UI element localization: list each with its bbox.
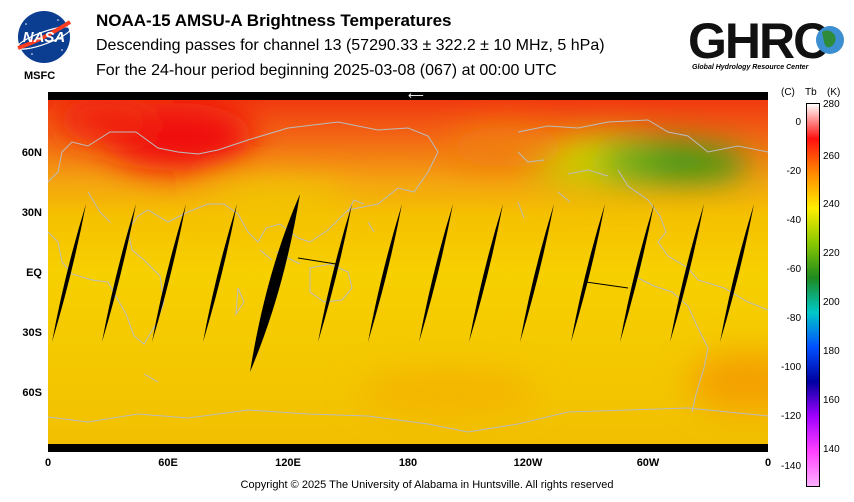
ghrc-subtitle: Global Hydrology Resource Center	[692, 64, 809, 71]
colorbar-kelvin-tick: 240	[823, 199, 840, 210]
copyright-footer: Copyright © 2025 The University of Alaba…	[240, 479, 614, 491]
temperature-anomalies	[58, 98, 768, 414]
colorbar-celsius-tick: -60	[786, 264, 801, 275]
lon-label-180: 180	[398, 457, 418, 469]
lat-label-60s: 60S	[22, 387, 42, 399]
colorbar-kelvin-tick: 180	[823, 346, 840, 357]
lon-label-0-right: 0	[764, 457, 772, 469]
colorbar-celsius-tick: -120	[780, 411, 801, 422]
colorbar-celsius-tick: 0	[795, 117, 801, 128]
page-title: NOAA-15 AMSU-A Brightness Temperatures	[96, 11, 452, 30]
subtitle-channel: Descending passes for channel 13 (57290.…	[96, 37, 605, 54]
colorbar-tb-label: Tb	[805, 87, 817, 98]
colorbar-kelvin-unit: (K)	[827, 87, 841, 98]
lon-label-120e: 120E	[275, 457, 301, 469]
data-gaps	[48, 92, 768, 452]
colorbar-celsius-tick: -20	[786, 166, 801, 177]
colorbar-kelvin-tick: 280	[823, 99, 840, 110]
colorbar-celsius-tick: -100	[780, 362, 801, 373]
lon-label-60w: 60W	[636, 457, 660, 469]
lon-label-120w: 120W	[513, 457, 543, 469]
lat-label-60n: 60N	[21, 147, 42, 159]
colorbar-kelvin-tick: 200	[823, 297, 840, 308]
lat-label-eq: EQ	[26, 267, 42, 279]
brightness-map: ⟵	[48, 92, 768, 452]
colorbar-kelvin-tick: 260	[823, 151, 840, 162]
colorbar-kelvin-tick: 140	[823, 444, 840, 455]
date-line-arrow: ⟵	[408, 92, 424, 102]
lon-label-60e: 60E	[158, 457, 178, 469]
colorbar-kelvin-tick: 160	[823, 395, 840, 406]
colorbar-kelvin-tick: 220	[823, 248, 840, 259]
lon-label-0: 0	[44, 457, 52, 469]
subtitle-period: For the 24-hour period beginning 2025-03…	[96, 62, 557, 79]
colorbar-celsius-unit: (C)	[781, 87, 795, 98]
svg-text:GHRC: GHRC	[688, 13, 828, 69]
coastlines	[48, 119, 768, 433]
colorbar-celsius-tick: -80	[786, 313, 801, 324]
colorbar-scale	[806, 103, 820, 487]
ghrc-logo: GHRC	[688, 13, 844, 69]
msfc-label: MSFC	[24, 70, 56, 82]
colorbar-celsius-tick: -140	[780, 461, 801, 472]
lat-label-30s: 30S	[22, 327, 42, 339]
lat-label-30n: 30N	[21, 207, 42, 219]
nasa-logo: NASA	[17, 11, 72, 63]
svg-text:NASA: NASA	[23, 29, 66, 46]
gap-connectors	[297, 257, 629, 289]
colorbar-celsius-tick: -40	[786, 215, 801, 226]
